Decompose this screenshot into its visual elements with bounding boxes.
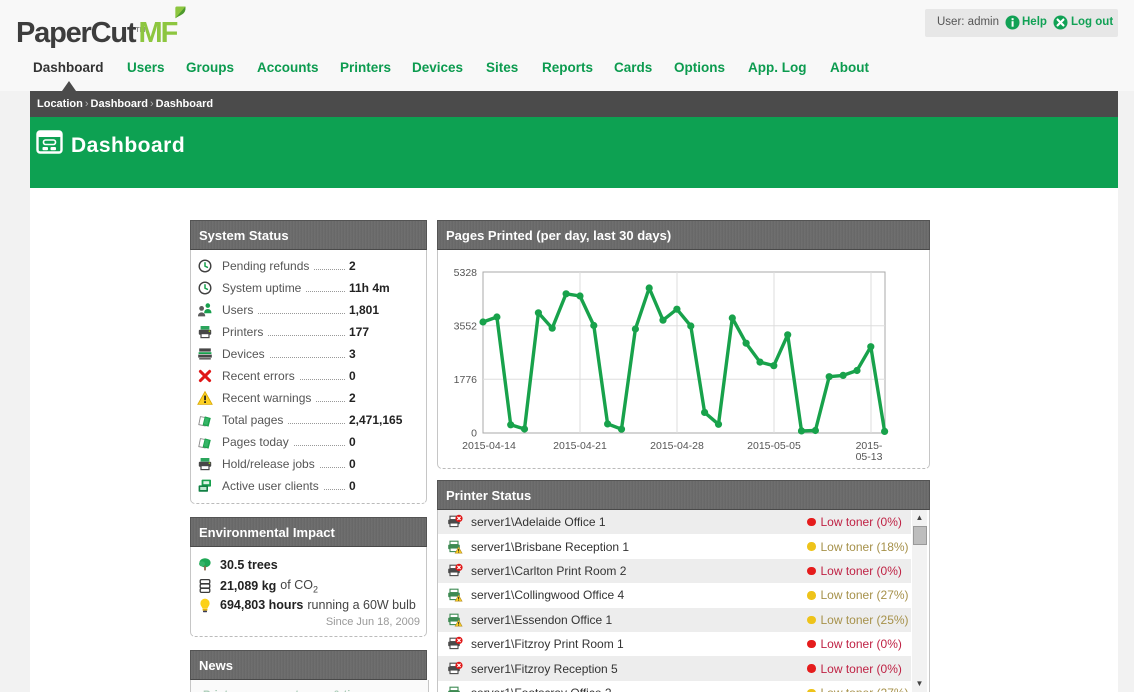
svg-text:1776: 1776 — [454, 374, 478, 386]
svg-text:2015-04-14: 2015-04-14 — [462, 440, 516, 452]
svg-text:2015-: 2015- — [856, 440, 883, 452]
svg-text:3552: 3552 — [454, 321, 478, 333]
svg-text:2015-04-28: 2015-04-28 — [650, 440, 704, 452]
svg-text:0: 0 — [471, 428, 477, 440]
svg-text:5328: 5328 — [454, 267, 478, 279]
svg-text:2015-05-05: 2015-05-05 — [747, 440, 801, 452]
svg-text:2015-04-21: 2015-04-21 — [553, 440, 607, 452]
svg-text:05-13: 05-13 — [856, 451, 883, 463]
